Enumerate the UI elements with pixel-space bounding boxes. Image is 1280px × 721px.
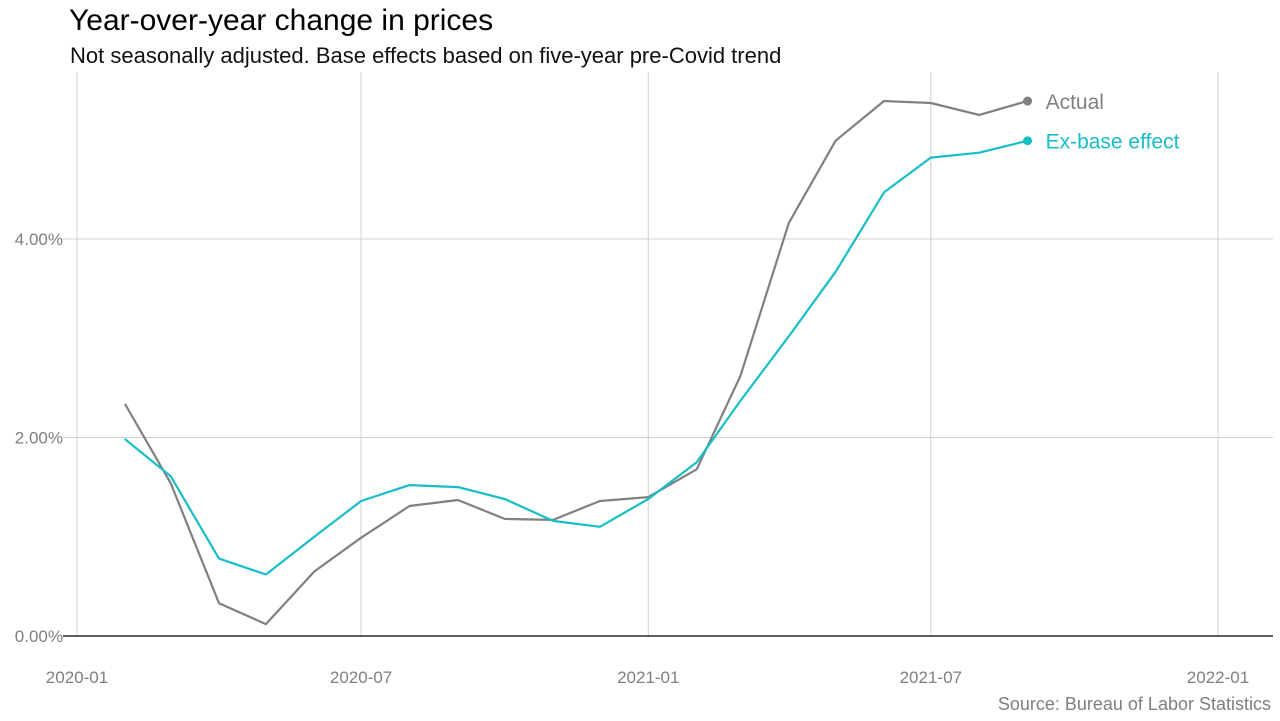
series-label-ex-base-effect: Ex-base effect [1046,131,1180,154]
series-end-points [1023,96,1033,146]
series-labels: Actual Ex-base effect [1046,91,1180,154]
y-tick-label: 2.00% [15,429,63,448]
y-tick-label: 4.00% [15,230,63,249]
y-axis-tick-labels: 0.00% 2.00% 4.00% [15,230,63,646]
x-axis-tick-labels: 2020-01 2020-07 2021-01 2021-07 2022-01 [46,668,1249,687]
series-line-actual [124,99,1029,626]
source-caption: Source: Bureau of Labor Statistics [997,694,1271,714]
x-tick-label: 2021-07 [900,668,962,687]
vertical-gridlines [76,72,1219,636]
end-point-ex-base-effect [1023,136,1033,146]
chart-title: Year-over-year change in prices [69,4,494,37]
x-tick-label: 2020-07 [330,668,392,687]
chart-subtitle: Not seasonally adjusted. Base effects ba… [70,43,782,68]
x-tick-label: 2022-01 [1187,668,1249,687]
horizontal-gridlines [63,238,1273,438]
series-line-ex-base-effect [124,139,1029,576]
x-tick-label: 2021-01 [617,668,679,687]
end-point-actual [1023,96,1033,106]
x-tick-label: 2020-01 [46,668,108,687]
series-label-actual: Actual [1046,91,1104,114]
series-lines [124,99,1029,626]
y-tick-label: 0.00% [15,627,63,646]
